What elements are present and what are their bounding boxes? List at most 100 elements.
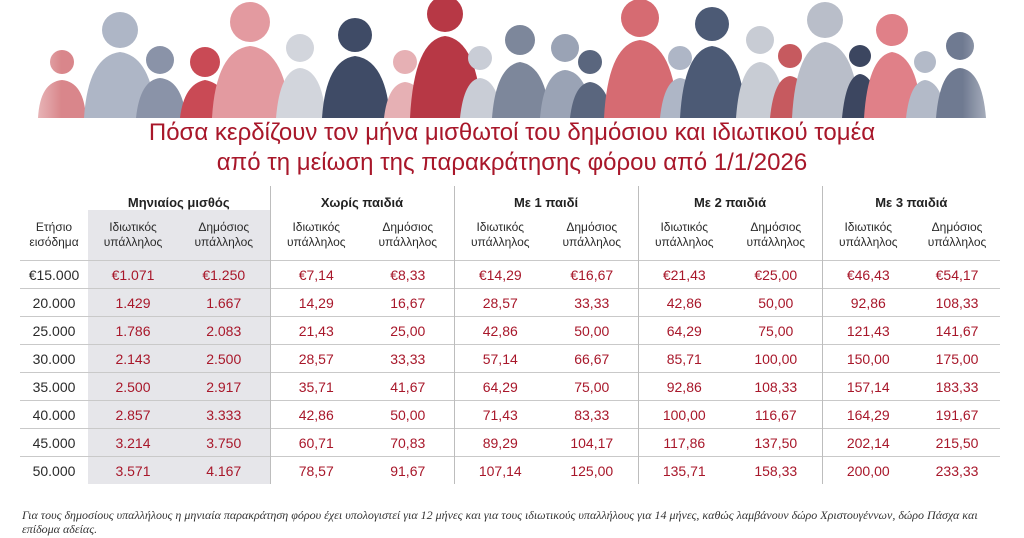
value-cell: €7,14	[269, 260, 362, 289]
value-cell: 121,43	[821, 316, 915, 345]
value-cell: 2.083	[178, 316, 270, 345]
value-cell: 71,43	[453, 400, 547, 429]
sub-header-private: Ιδιωτικός υπάλληλος	[637, 210, 731, 261]
value-cell: €14,29	[453, 260, 547, 289]
value-cell: 215,50	[914, 428, 1001, 457]
value-cell: 137,50	[730, 428, 823, 457]
table-row: 40.000 2.857 3.333 42,86 50,00 71,43 83,33 100,…	[20, 400, 1001, 429]
tax-savings-table: Μηνιαίος μισθός Χωρίς παιδιά Με 1 παιδί …	[20, 186, 1001, 484]
group-header: Με 3 παιδιά	[821, 186, 1001, 210]
value-cell: 42,86	[453, 316, 547, 345]
value-cell: 42,86	[269, 400, 362, 429]
group-header-row: Μηνιαίος μισθός Χωρίς παιδιά Με 1 παιδί …	[20, 186, 1001, 210]
group-header: Μηνιαίος μισθός	[127, 195, 230, 210]
income-cell: 35.000	[20, 372, 88, 401]
title-line-2: από τη μείωση της παρακράτησης φόρου από…	[216, 149, 808, 176]
value-cell: 50,00	[546, 316, 639, 345]
value-cell: 141,67	[914, 316, 1001, 345]
value-cell: 16,67	[362, 288, 455, 317]
value-cell: 100,00	[637, 400, 731, 429]
value-cell: 2.143	[88, 344, 178, 373]
value-cell: 3.571	[88, 456, 178, 484]
value-cell: 2.500	[88, 372, 178, 401]
value-cell: 104,17	[546, 428, 639, 457]
value-cell: 233,33	[914, 456, 1001, 484]
value-cell: 1.667	[178, 288, 270, 317]
value-cell: €25,00	[730, 260, 823, 289]
value-cell: €1.071	[88, 260, 178, 289]
table-row: 45.000 3.214 3.750 60,71 70,83 89,29 104,17 117…	[20, 428, 1001, 457]
value-cell: 108,33	[730, 372, 823, 401]
value-cell: €54,17	[914, 260, 1001, 289]
sub-header-private: Ιδιωτικός υπάλληλος	[88, 210, 178, 261]
table-row: 35.000 2.500 2.917 35,71 41,67 64,29 75,00 92,8…	[20, 372, 1001, 401]
value-cell: 157,14	[821, 372, 915, 401]
value-cell: 1.429	[88, 288, 178, 317]
value-cell: 92,86	[637, 372, 731, 401]
value-cell: 83,33	[546, 400, 639, 429]
value-cell: 200,00	[821, 456, 915, 484]
value-cell: 91,67	[362, 456, 455, 484]
value-cell: 64,29	[637, 316, 731, 345]
value-cell: 50,00	[362, 400, 455, 429]
value-cell: 75,00	[730, 316, 823, 345]
value-cell: 125,00	[546, 456, 639, 484]
group-header: Χωρίς παιδιά	[269, 186, 455, 210]
value-cell: 70,83	[362, 428, 455, 457]
value-cell: 158,33	[730, 456, 823, 484]
group-header: Με 2 παιδιά	[637, 186, 823, 210]
value-cell: 66,67	[546, 344, 639, 373]
value-cell: 57,14	[453, 344, 547, 373]
value-cell: 191,67	[914, 400, 1001, 429]
footnote: Για τους δημοσίους υπαλλήλους η μηνιαία …	[22, 508, 978, 536]
sub-header-public: Δημόσιος υπάλληλος	[562, 220, 622, 249]
value-cell: 50,00	[730, 288, 823, 317]
value-cell: 85,71	[637, 344, 731, 373]
value-cell: 150,00	[821, 344, 915, 373]
sub-header-public: Δημόσιος υπάλληλος	[746, 220, 806, 249]
value-cell: 135,71	[637, 456, 731, 484]
table-row: 25.000 1.786 2.083 21,43 25,00 42,86 50,00 64,2…	[20, 316, 1001, 345]
value-cell: 117,86	[637, 428, 731, 457]
value-cell: 107,14	[453, 456, 547, 484]
sub-header-private: Ιδιωτικός υπάλληλος	[821, 210, 915, 261]
value-cell: 1.786	[88, 316, 178, 345]
table-row: 30.000 2.143 2.500 28,57 33,33 57,14 66,67 85,7…	[20, 344, 1001, 373]
sub-header-public: Δημόσιος υπάλληλος	[178, 210, 270, 261]
table-body: €15.000 €1.071 €1.250 €7,14 €8,33 €14,29 €16,6…	[20, 260, 1001, 484]
value-cell: €21,43	[637, 260, 731, 289]
value-cell: 202,14	[821, 428, 915, 457]
value-cell: 41,67	[362, 372, 455, 401]
income-cell: 20.000	[20, 288, 88, 317]
income-cell: 40.000	[20, 400, 88, 429]
value-cell: 183,33	[914, 372, 1001, 401]
value-cell: 14,29	[269, 288, 362, 317]
value-cell: 33,33	[362, 344, 455, 373]
value-cell: 164,29	[821, 400, 915, 429]
value-cell: 28,57	[269, 344, 362, 373]
value-cell: 60,71	[269, 428, 362, 457]
group-header: Με 1 παιδί	[453, 186, 639, 210]
crowd-illustration	[0, 0, 1024, 118]
value-cell: 100,00	[730, 344, 823, 373]
value-cell: 2.500	[178, 344, 270, 373]
income-cell: 45.000	[20, 428, 88, 457]
value-cell: 89,29	[453, 428, 547, 457]
value-cell: 92,86	[821, 288, 915, 317]
page-title: Πόσα κερδίζουν τον μήνα μισθωτοί του δημ…	[0, 118, 1024, 178]
value-cell: €1.250	[178, 260, 270, 289]
value-cell: 21,43	[269, 316, 362, 345]
value-cell: 64,29	[453, 372, 547, 401]
title-line-1: Πόσα κερδίζουν τον μήνα μισθωτοί του δημ…	[148, 119, 876, 146]
income-cell: 25.000	[20, 316, 88, 345]
value-cell: 3.750	[178, 428, 270, 457]
income-header: Ετήσιο εισόδημα	[29, 220, 79, 249]
sub-header-private: Ιδιωτικός υπάλληλος	[453, 210, 547, 261]
value-cell: 4.167	[178, 456, 270, 484]
income-cell: 30.000	[20, 344, 88, 373]
value-cell: 3.333	[178, 400, 270, 429]
table-row: 20.000 1.429 1.667 14,29 16,67 28,57 33,33 42,8…	[20, 288, 1001, 317]
income-cell: 50.000	[20, 456, 88, 484]
value-cell: 75,00	[546, 372, 639, 401]
value-cell: 42,86	[637, 288, 731, 317]
